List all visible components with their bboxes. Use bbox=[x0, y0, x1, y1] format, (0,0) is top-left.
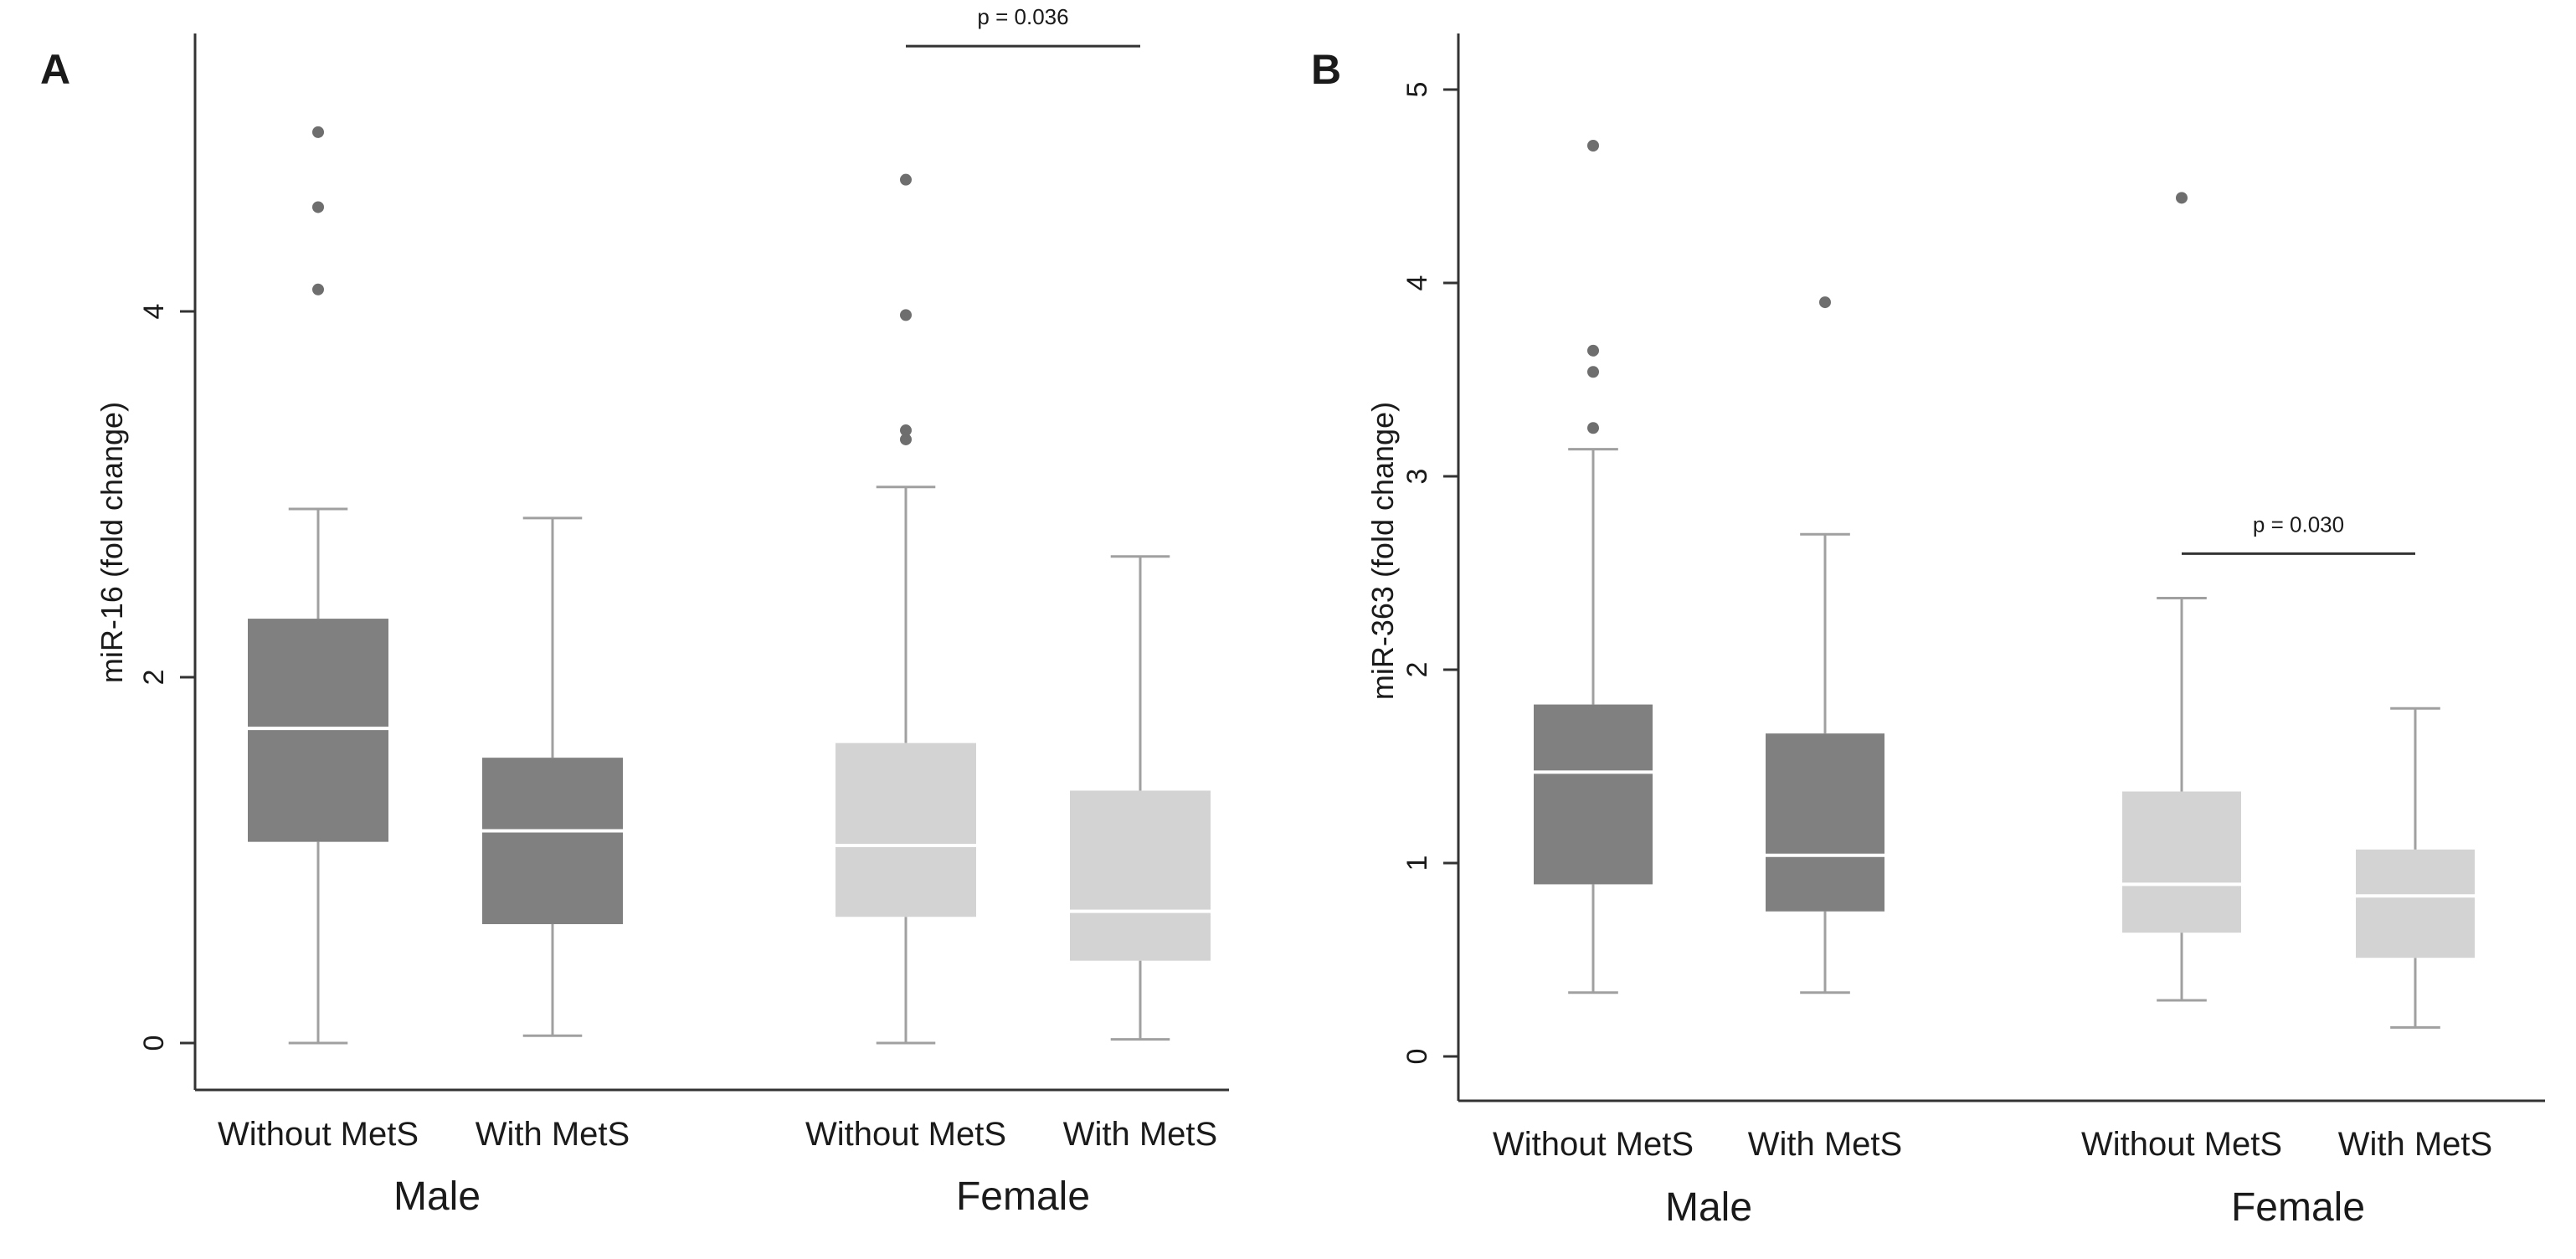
panel-a-box-1 bbox=[248, 126, 388, 1045]
panel-b-y-tick-label: 4 bbox=[1401, 275, 1433, 291]
iqr-box bbox=[1766, 733, 1884, 912]
iqr-box bbox=[248, 619, 388, 842]
panel-b-y-tick-label: 0 bbox=[1401, 1049, 1433, 1065]
panel-b-box-4 bbox=[2356, 707, 2475, 1029]
panel-a-category-label: With MetS bbox=[1063, 1116, 1217, 1153]
panel-b-y-tick-label: 1 bbox=[1401, 856, 1433, 871]
outlier-point bbox=[900, 424, 912, 437]
outlier-point bbox=[900, 433, 912, 445]
panel-a-category-label: Without MetS bbox=[218, 1116, 419, 1153]
outlier-point bbox=[312, 201, 324, 213]
panel-a-y-axis-label: miR-16 (fold change) bbox=[95, 402, 129, 683]
outlier-point bbox=[312, 283, 324, 295]
panel-b-y-axis-label: miR-363 (fold change) bbox=[1365, 402, 1400, 700]
panel-b-category-label: With MetS bbox=[1748, 1126, 1902, 1163]
outlier-point bbox=[1819, 296, 1831, 309]
panel-b-box-1 bbox=[1534, 139, 1653, 994]
panel-a-category-label: With MetS bbox=[476, 1116, 630, 1153]
iqr-box bbox=[1070, 790, 1211, 961]
panel-b-y-tick-label: 2 bbox=[1401, 662, 1433, 678]
outlier-point bbox=[1587, 344, 1599, 357]
panel-a-box-2 bbox=[482, 516, 623, 1037]
outlier-point bbox=[900, 309, 912, 321]
panel-a-box-4 bbox=[1070, 555, 1211, 1041]
iqr-box bbox=[2356, 849, 2475, 958]
iqr-box bbox=[482, 758, 623, 924]
panel-b: B 0 1 2 3 4 5 miR-363 (fold change) Without MetS… bbox=[1311, 33, 2545, 1230]
panel-b-category-label: Without MetS bbox=[1493, 1126, 1694, 1163]
outlier-point bbox=[1587, 366, 1599, 378]
panel-a-sex-label: Female bbox=[956, 1174, 1090, 1219]
panel-b-category-label: Without MetS bbox=[2081, 1126, 2282, 1163]
iqr-box bbox=[2122, 791, 2241, 933]
panel-a: A0246810miR-16 (fold change)Without MetS… bbox=[40, 4, 1229, 1219]
outlier-point bbox=[1587, 422, 1599, 434]
panel-b-p-value: p = 0.030 bbox=[2253, 511, 2344, 537]
panel-a-p-value: p = 0.036 bbox=[977, 4, 1068, 29]
outlier-point bbox=[2176, 192, 2188, 204]
panel-b-letter: B bbox=[1311, 46, 1341, 93]
panel-a-y-tick-label: 0 bbox=[138, 1035, 170, 1051]
outlier-point bbox=[900, 173, 912, 186]
iqr-box bbox=[836, 743, 976, 917]
panel-b-y-tick-label: 5 bbox=[1401, 82, 1433, 98]
panel-b-box-3 bbox=[2122, 192, 2241, 1002]
panel-a-category-label: Without MetS bbox=[805, 1116, 1006, 1153]
outlier-point bbox=[1587, 139, 1599, 152]
panel-b-sex-label: Male bbox=[1665, 1185, 1752, 1230]
iqr-box bbox=[1534, 704, 1653, 885]
panel-b-category-label: With MetS bbox=[2338, 1126, 2492, 1163]
panel-b-y-tick-label: 3 bbox=[1401, 469, 1433, 485]
panel-b-box-2 bbox=[1766, 296, 1884, 994]
panel-a-y-tick-label: 4 bbox=[138, 304, 170, 320]
panel-b-sex-label: Female bbox=[2231, 1185, 2365, 1230]
panel-a-letter: A bbox=[40, 46, 70, 93]
panel-a-sex-label: Male bbox=[393, 1174, 481, 1219]
outlier-point bbox=[312, 126, 324, 138]
panel-a-box-3 bbox=[836, 173, 976, 1045]
panel-a-y-tick-label: 2 bbox=[138, 670, 170, 686]
